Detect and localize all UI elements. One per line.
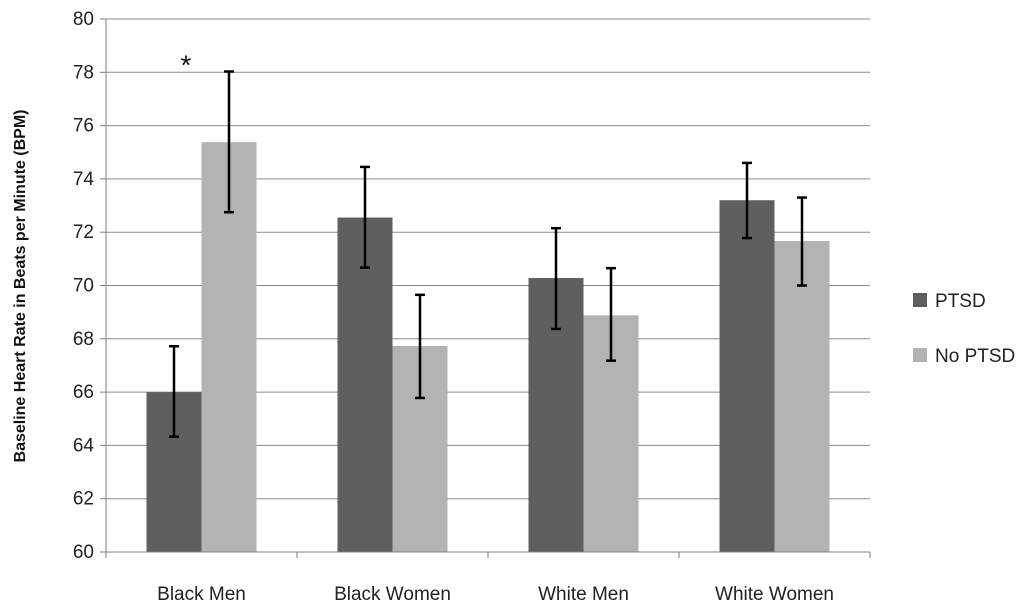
error-bar: [224, 70, 234, 214]
y-tick-label: 76: [73, 116, 94, 137]
y-tick-label: 80: [73, 9, 94, 30]
legend-swatch: [913, 293, 927, 307]
y-tick-label: 62: [73, 489, 94, 510]
error-bar: [742, 161, 752, 240]
y-tick-label: 70: [73, 276, 94, 297]
legend-label: PTSD: [935, 291, 986, 312]
error-bar: [606, 266, 616, 362]
significance-marker: *: [181, 49, 192, 80]
error-bar: [360, 165, 370, 269]
y-tick-label: 78: [73, 62, 94, 83]
y-tick-label: 64: [73, 435, 95, 456]
x-tick-label: Black Men: [157, 584, 246, 605]
bar-ptsd: [719, 200, 775, 552]
y-tick-label: 68: [73, 329, 94, 350]
legend-swatch: [913, 348, 927, 362]
bars: [146, 142, 830, 553]
legend-label: No PTSD: [935, 346, 1015, 367]
y-axis-title: Baseline Heart Rate in Beats per Minute …: [12, 110, 29, 463]
y-tick-label: 66: [73, 382, 94, 403]
error-bars: [169, 70, 807, 438]
y-tick-label: 74: [73, 169, 95, 190]
axis-labels: 60 62 64 66 68 70 72 74 76 78 80 Black Men Black Wom…: [73, 9, 834, 605]
x-tick-label: White Women: [715, 584, 834, 605]
error-bar: [169, 345, 179, 438]
x-tick-label: White Men: [538, 584, 629, 605]
bar-no-ptsd: [774, 240, 830, 552]
x-tick-label: Black Women: [334, 584, 451, 605]
error-bar: [415, 293, 425, 400]
error-bar: [551, 226, 561, 331]
bar-ptsd: [337, 217, 393, 553]
y-tick-label: 60: [73, 542, 94, 563]
axes: [100, 18, 871, 558]
annotations: *: [181, 49, 192, 80]
legend: PTSD No PTSD: [913, 291, 1015, 367]
error-bar: [797, 196, 807, 287]
y-tick-label: 72: [73, 222, 94, 243]
